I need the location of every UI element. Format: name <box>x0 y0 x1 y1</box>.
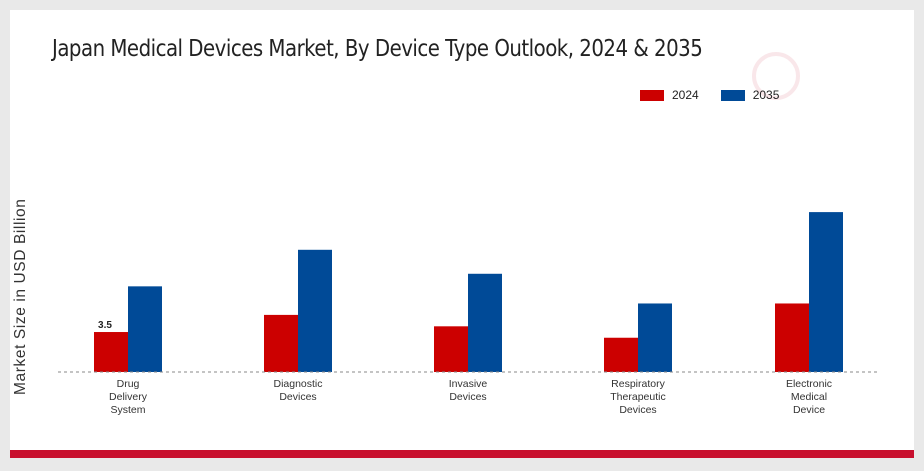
bar-2024-4 <box>775 303 809 372</box>
bottom-accent-bar <box>10 450 914 458</box>
bar-2024-1 <box>264 314 298 372</box>
category-label: Therapeutic <box>610 391 665 403</box>
watermark-logo-icon <box>752 52 800 100</box>
chart-title: Japan Medical Devices Market, By Device … <box>52 36 703 62</box>
category-label: Devices <box>619 404 656 416</box>
bar-2035-3 <box>638 303 672 372</box>
category-label: Drug <box>117 378 140 390</box>
bar-2035-1 <box>298 249 332 372</box>
bar-2024-0 <box>94 332 128 372</box>
legend-swatch-2035 <box>720 89 745 101</box>
bar-2024-2 <box>434 326 468 372</box>
category-label: Invasive <box>449 378 488 390</box>
category-label: Respiratory <box>611 378 665 390</box>
legend-item-2035: 2035 <box>720 88 780 102</box>
bar-2035-2 <box>468 273 502 372</box>
bar-2035-4 <box>809 212 843 372</box>
category-label: Diagnostic <box>273 378 322 390</box>
legend-label-2024: 2024 <box>672 88 699 102</box>
category-label: Device <box>793 404 825 416</box>
category-label: Medical <box>791 391 827 403</box>
data-label: 3.5 <box>98 320 112 331</box>
bar-2024-3 <box>604 337 638 372</box>
legend-item-2024: 2024 <box>640 88 699 102</box>
legend-label-2035: 2035 <box>752 88 780 102</box>
category-label: System <box>110 404 145 416</box>
category-label: Devices <box>279 391 316 403</box>
legend-swatch-2024 <box>640 89 664 101</box>
chart-legend: 2024 2035 <box>640 88 801 102</box>
category-label: Devices <box>449 391 486 403</box>
category-label: Electronic <box>786 378 832 390</box>
bar-2035-0 <box>128 286 162 372</box>
category-label: Delivery <box>109 391 148 403</box>
